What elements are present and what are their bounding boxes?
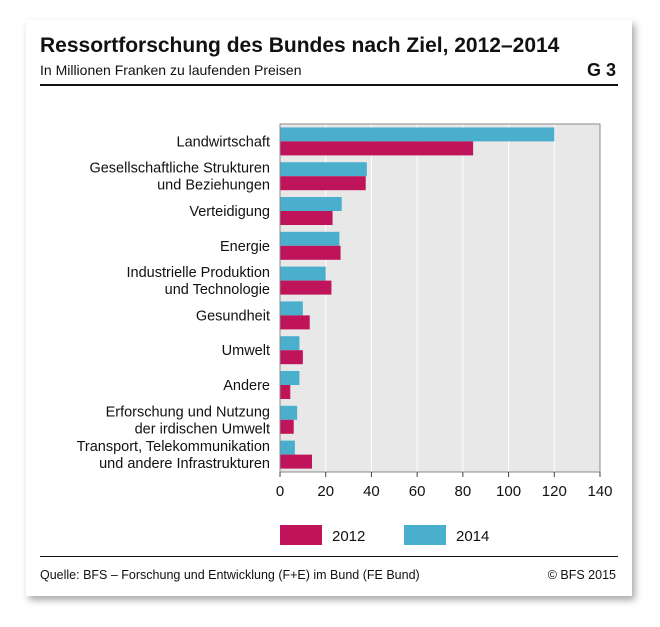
plot-frame (279, 123, 601, 473)
category-label-line: Erforschung und Nutzung (106, 404, 270, 420)
category-label: Gesundheit (196, 308, 270, 324)
category-label: Gesellschaftliche Strukturen und Beziehun… (89, 161, 270, 194)
x-tick-label: 100 (496, 483, 521, 500)
x-tick-label: 0 (276, 483, 284, 500)
bar-2012-4 (280, 245, 341, 260)
legend-swatch-2012 (280, 525, 322, 545)
chart-title: Ressortforschung des Bundes nach Ziel, 2… (40, 34, 560, 57)
category-label: Industrielle Produktion und Technologie (127, 265, 270, 298)
category-label: Energie (220, 239, 270, 255)
legend-label-2014: 2014 (456, 528, 489, 545)
category-label-line: Gesellschaftliche Strukturen (89, 161, 270, 177)
category-label: Umwelt (222, 343, 270, 359)
figure-code: G 3 (586, 60, 616, 80)
bar-2012-7 (280, 350, 303, 365)
chart-subtitle: In Millionen Franken zu laufenden Preise… (40, 62, 302, 78)
category-label-line: Transport, Telekommunikation (77, 439, 270, 455)
source-note: Quelle: BFS – Forschung und Entwicklung … (40, 568, 420, 582)
bar-2014-7 (280, 336, 300, 351)
x-tick-label: 120 (542, 483, 567, 500)
bar-2014-6 (280, 301, 303, 316)
legend-label-2012: 2012 (332, 528, 365, 545)
bar-2012-5 (280, 280, 332, 295)
category-label-line: Andere (223, 378, 270, 394)
category-label: Landwirtschaft (177, 134, 271, 150)
category-label-line: Umwelt (222, 343, 270, 359)
bar-2012-2 (280, 176, 366, 191)
category-label-line: der irdischen Umwelt (135, 421, 270, 437)
x-tick-label: 140 (587, 483, 612, 500)
bar-2012-3 (280, 211, 333, 225)
bar-2012-1 (280, 141, 474, 156)
footer-rule (40, 556, 618, 557)
category-label: Transport, Telekommunikation und andere I… (77, 439, 270, 472)
copyright-note: © BFS 2015 (547, 568, 616, 582)
x-tick-label: 40 (363, 483, 380, 500)
bar-2014-3 (280, 197, 342, 211)
category-label-line: Gesundheit (196, 308, 270, 324)
bar-2012-10 (280, 454, 312, 469)
header-rule (40, 84, 618, 86)
bar-2014-2 (280, 162, 367, 177)
bar-2012-8 (280, 385, 291, 399)
x-tick-label: 60 (409, 483, 426, 500)
bar-chart: Landwirtschaft Gesellschaftliche Struktur… (77, 123, 613, 545)
category-label-line: Energie (220, 239, 270, 255)
category-label: Erforschung und Nutzung der irdischen Umw… (106, 404, 270, 437)
figure-card: Ressortforschung des Bundes nach Ziel, 2… (26, 20, 632, 596)
bar-2012-9 (280, 419, 294, 434)
category-label: Verteidigung (189, 204, 270, 220)
bar-2014-4 (280, 231, 340, 246)
category-label-line: Landwirtschaft (177, 134, 271, 150)
category-label-line: und Beziehungen (157, 178, 270, 194)
category-label: Andere (223, 378, 270, 394)
category-label-line: Verteidigung (189, 204, 270, 220)
x-tick-label: 20 (317, 483, 334, 500)
category-label-line: und Technologie (165, 282, 270, 298)
bar-2012-6 (280, 315, 310, 330)
x-tick-label: 80 (455, 483, 472, 500)
category-label-line: und andere Infrastrukturen (99, 456, 270, 472)
bar-2014-10 (280, 440, 295, 455)
category-label-line: Industrielle Produktion (127, 265, 270, 281)
bar-2014-5 (280, 266, 326, 281)
legend-swatch-2014 (404, 525, 446, 545)
bar-2014-9 (280, 405, 298, 420)
bar-2014-8 (280, 371, 300, 385)
bar-2014-1 (280, 127, 555, 142)
